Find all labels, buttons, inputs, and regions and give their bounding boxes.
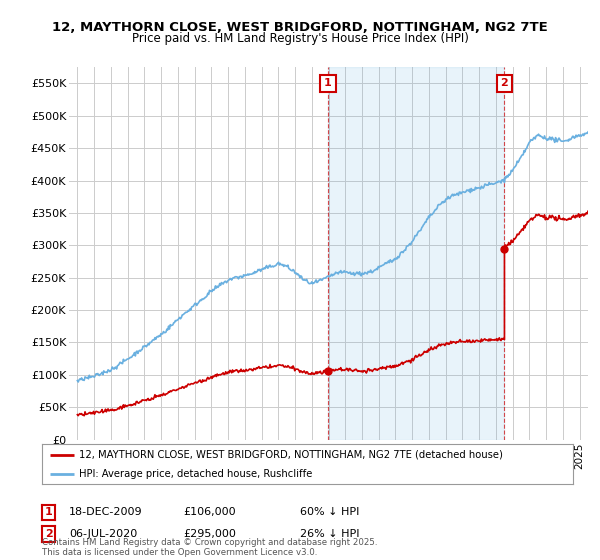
- Text: 26% ↓ HPI: 26% ↓ HPI: [300, 529, 359, 539]
- Text: 12, MAYTHORN CLOSE, WEST BRIDGFORD, NOTTINGHAM, NG2 7TE: 12, MAYTHORN CLOSE, WEST BRIDGFORD, NOTT…: [52, 21, 548, 34]
- Text: 06-JUL-2020: 06-JUL-2020: [69, 529, 137, 539]
- Text: 18-DEC-2009: 18-DEC-2009: [69, 507, 143, 517]
- Text: Price paid vs. HM Land Registry's House Price Index (HPI): Price paid vs. HM Land Registry's House …: [131, 32, 469, 45]
- Text: HPI: Average price, detached house, Rushcliffe: HPI: Average price, detached house, Rush…: [79, 469, 313, 478]
- Text: £106,000: £106,000: [183, 507, 236, 517]
- Text: £295,000: £295,000: [183, 529, 236, 539]
- Text: 2: 2: [45, 529, 52, 539]
- Text: 12, MAYTHORN CLOSE, WEST BRIDGFORD, NOTTINGHAM, NG2 7TE (detached house): 12, MAYTHORN CLOSE, WEST BRIDGFORD, NOTT…: [79, 450, 503, 460]
- Bar: [328, 67, 505, 440]
- Text: 1: 1: [45, 507, 52, 517]
- Text: 60% ↓ HPI: 60% ↓ HPI: [300, 507, 359, 517]
- Text: 2: 2: [500, 78, 508, 88]
- Text: 1: 1: [324, 78, 332, 88]
- Text: Contains HM Land Registry data © Crown copyright and database right 2025.
This d: Contains HM Land Registry data © Crown c…: [42, 538, 377, 557]
